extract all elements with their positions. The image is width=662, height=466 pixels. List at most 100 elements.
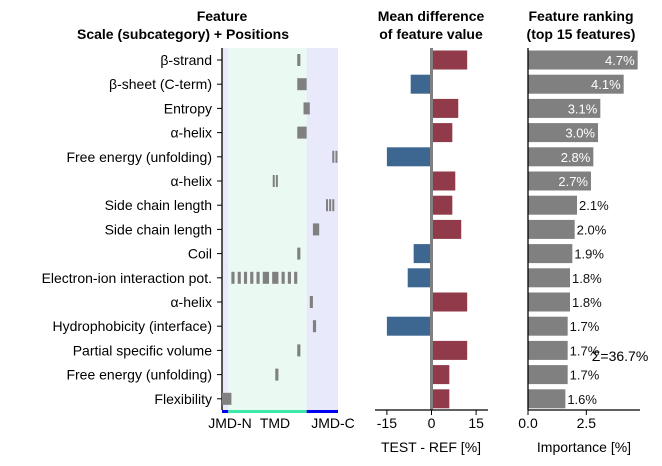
difference-bar <box>431 123 453 143</box>
position-block <box>297 126 307 139</box>
position-marker <box>335 150 338 163</box>
feature-label: α-helix <box>170 173 212 189</box>
positions-panel <box>221 48 338 413</box>
position-block <box>275 368 279 381</box>
ranking-bar-label: 2.1% <box>579 198 609 213</box>
position-marker <box>275 175 278 187</box>
position-marker <box>332 150 335 163</box>
difference-bar <box>386 147 432 167</box>
ranking-bar <box>528 219 575 239</box>
ranking-bar <box>528 98 601 118</box>
mean-difference-panel: -15 0 15 <box>375 48 488 431</box>
difference-x-tick-label: 0 <box>428 415 436 431</box>
position-marker <box>332 199 335 212</box>
feature-label: Free energy (unfolding) <box>66 367 212 383</box>
region-tmd-line <box>228 410 307 413</box>
difference-bar <box>386 316 432 336</box>
position-block <box>297 78 307 91</box>
position-block <box>287 271 291 284</box>
ranking-bar <box>528 268 570 288</box>
feature-label: Electron-ion interaction pot. <box>42 270 212 286</box>
feature-panel-title-1: Feature <box>197 8 248 24</box>
position-block <box>303 102 310 115</box>
region-jmd-c-line <box>306 410 338 413</box>
ranking-bar <box>528 147 594 167</box>
difference-bar <box>410 74 432 94</box>
ranking-bar-label: 1.8% <box>572 271 602 286</box>
ranking-bar <box>528 50 638 70</box>
position-marker <box>326 199 329 212</box>
difference-x-tick-label: 15 <box>468 415 484 431</box>
feature-label: Side chain length <box>105 221 212 237</box>
ranking-bar-label: 2.7% <box>558 174 588 189</box>
difference-bar <box>407 268 432 288</box>
ranking-bar-label: 1.7% <box>570 368 600 383</box>
position-block <box>272 271 279 284</box>
ranking-bar-label: 3.1% <box>568 101 598 116</box>
position-block <box>309 296 313 308</box>
position-block <box>231 271 235 284</box>
difference-bar <box>431 292 468 312</box>
ranking-xlabel: Importance [%] <box>537 439 631 455</box>
position-marker <box>272 175 275 187</box>
feature-label: β-sheet (C-term) <box>109 76 212 92</box>
ranking-panel-title-1: Feature ranking <box>528 8 633 24</box>
ranking-bar <box>528 244 573 264</box>
region-label-tmd: TMD <box>260 415 290 431</box>
difference-bar <box>431 50 468 70</box>
region-jmd-c-bg <box>306 48 338 410</box>
position-block <box>297 247 301 260</box>
ranking-bar <box>528 74 624 94</box>
difference-bar <box>431 195 453 215</box>
position-block <box>262 271 270 284</box>
difference-panel-title-1: Mean difference <box>378 8 485 24</box>
region-jmd-n-bg <box>222 48 229 410</box>
feature-label: Side chain length <box>105 197 212 213</box>
difference-bar <box>431 365 450 385</box>
difference-bar <box>431 389 450 409</box>
feature-labels: β-strand β-sheet (C-term) Entropy α-helix Fr… <box>42 52 222 407</box>
ranking-x-tick-label: 0.0 <box>518 415 538 431</box>
ranking-bar-label: 1.8% <box>572 295 602 310</box>
difference-panel-title-2: of feature value <box>379 26 483 42</box>
position-block <box>281 271 285 284</box>
position-block <box>312 223 320 236</box>
ranking-bar <box>528 389 566 409</box>
ranking-x-tick-label: 2.5 <box>577 415 597 431</box>
position-block <box>256 271 260 284</box>
ranking-bar <box>528 340 568 360</box>
difference-xlabel: TEST - REF [%] <box>381 439 481 455</box>
position-block <box>312 320 317 333</box>
ranking-bar <box>528 123 598 143</box>
region-jmd-n-line <box>222 410 229 413</box>
feature-label: Flexibility <box>154 391 212 407</box>
feature-label: Free energy (unfolding) <box>66 149 212 165</box>
position-block <box>243 271 248 284</box>
difference-bar <box>431 340 468 360</box>
feature-label: Hydrophobicity (interface) <box>52 318 212 334</box>
feature-label: α-helix <box>170 294 212 310</box>
region-label-jmd-c: JMD-C <box>311 415 355 431</box>
position-block <box>250 271 254 284</box>
ranking-panel: 4.7% 4.1% 3.1% 3.0% 2.8% 2.7% 2.1% 2.0% 1.9% 1.8%… <box>518 48 640 431</box>
ranking-bar-label: 1.7% <box>570 343 600 358</box>
ranking-panel-title-2: (top 15 features) <box>527 26 636 42</box>
difference-bar <box>431 171 456 191</box>
ranking-bar <box>528 195 577 215</box>
difference-bar <box>413 244 432 264</box>
region-tmd-bg <box>228 48 307 410</box>
ranking-bar <box>528 171 591 191</box>
position-block <box>297 344 301 357</box>
ranking-bar-label: 1.9% <box>574 247 604 262</box>
difference-x-tick-label: -15 <box>377 415 397 431</box>
ranking-bar-label: 4.7% <box>605 53 635 68</box>
position-marker <box>329 199 332 212</box>
ranking-bar-label: 1.6% <box>567 392 597 407</box>
position-block <box>294 271 298 284</box>
position-block <box>222 392 232 405</box>
difference-bar <box>431 219 462 239</box>
ranking-bar-label: 2.8% <box>561 150 591 165</box>
ranking-bar-label: 3.0% <box>565 126 595 141</box>
ranking-bar <box>528 316 568 336</box>
